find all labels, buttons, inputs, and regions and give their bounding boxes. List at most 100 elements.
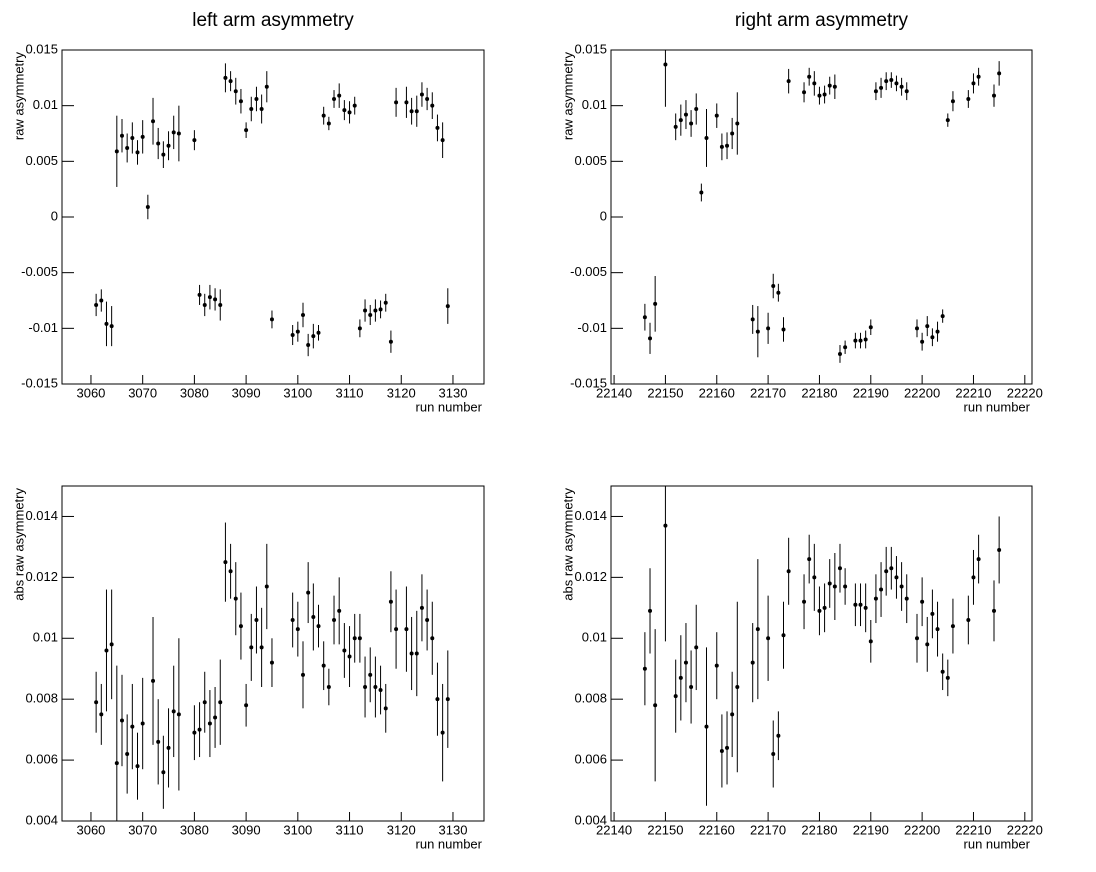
data-point	[445, 304, 450, 309]
data-point	[264, 84, 269, 89]
data-point	[653, 703, 658, 708]
data-point	[125, 752, 130, 756]
data-point	[704, 724, 709, 729]
data-point	[992, 608, 997, 613]
data-point	[945, 675, 950, 680]
x-tick-label: 22180	[801, 385, 837, 400]
data-point	[884, 79, 889, 84]
x-tick-label: 22140	[596, 385, 632, 400]
data-point	[750, 660, 755, 665]
data-point	[259, 107, 264, 112]
data-point	[254, 96, 259, 101]
data-point	[430, 636, 435, 641]
data-point	[383, 706, 388, 711]
x-tick-label: 22220	[1007, 385, 1043, 400]
plot-area	[642, 486, 1002, 806]
x-tick-label: 22150	[647, 385, 683, 400]
data-point	[435, 125, 440, 130]
x-axis-label: run number	[964, 836, 1031, 851]
data-point	[140, 134, 145, 139]
data-point	[218, 700, 223, 705]
x-tick-label: 3090	[232, 385, 261, 400]
data-point	[130, 724, 135, 729]
data-point	[269, 317, 274, 322]
data-point	[976, 557, 981, 562]
data-point	[807, 557, 812, 562]
data-point	[940, 314, 945, 319]
data-point	[114, 149, 119, 154]
data-point	[812, 575, 817, 580]
data-point	[884, 569, 889, 574]
data-point	[781, 327, 786, 332]
data-point	[997, 547, 1002, 552]
data-point	[342, 108, 347, 113]
y-tick-label: 0	[51, 208, 58, 223]
plot-area	[94, 522, 450, 821]
data-point	[166, 143, 171, 148]
data-point	[223, 560, 228, 565]
data-point	[300, 672, 305, 677]
data-point	[373, 685, 378, 689]
data-point	[207, 295, 212, 300]
data-point	[347, 654, 352, 659]
data-point	[714, 113, 719, 118]
chart-title: right arm asymmetry	[735, 10, 909, 31]
data-point	[879, 85, 884, 90]
data-point	[290, 618, 295, 622]
data-point	[663, 62, 668, 67]
y-tick-label: 0.01	[33, 97, 58, 112]
data-point	[730, 131, 735, 136]
data-point	[827, 581, 832, 586]
data-point	[837, 566, 842, 571]
x-axis-label: run number	[964, 399, 1031, 414]
data-point	[899, 584, 904, 589]
data-point	[213, 715, 218, 720]
y-axis-label: abs raw asymmetry	[11, 488, 26, 601]
data-point	[735, 685, 740, 689]
data-point	[125, 145, 130, 150]
data-point	[337, 608, 342, 613]
data-point	[894, 81, 899, 86]
data-point	[197, 292, 202, 297]
data-point	[445, 697, 450, 702]
y-tick-label: 0.01	[582, 630, 607, 645]
data-point	[781, 633, 786, 638]
data-point	[858, 602, 863, 607]
data-point	[802, 90, 807, 95]
data-point	[99, 298, 104, 303]
data-point	[233, 596, 238, 601]
data-point	[868, 639, 873, 644]
data-point	[945, 118, 950, 123]
data-point	[899, 84, 904, 89]
data-point	[269, 660, 274, 665]
data-point	[802, 599, 807, 604]
data-point	[755, 329, 760, 334]
x-tick-label: 22200	[904, 385, 940, 400]
y-tick-label: 0.012	[25, 569, 58, 584]
x-tick-label: 22150	[647, 822, 683, 837]
data-point	[725, 745, 730, 750]
data-point	[837, 351, 842, 356]
data-point	[316, 624, 321, 629]
y-tick-label: -0.01	[28, 320, 58, 335]
data-point	[409, 651, 414, 656]
data-point	[213, 297, 218, 302]
y-axis-label: raw asymmetry	[11, 52, 26, 141]
data-point	[332, 96, 337, 101]
y-tick-label: 0.004	[574, 812, 607, 827]
x-tick-label: 22170	[750, 822, 786, 837]
data-point	[378, 307, 383, 312]
data-point	[363, 685, 368, 689]
data-point	[151, 119, 156, 124]
y-tick-label: 0.01	[33, 630, 58, 645]
data-point	[817, 608, 822, 613]
data-point	[873, 89, 878, 94]
data-point	[192, 730, 197, 735]
data-point	[930, 611, 935, 616]
y-tick-label: -0.005	[570, 264, 607, 279]
data-point	[786, 79, 791, 84]
data-point	[678, 118, 683, 123]
x-tick-label: 3080	[180, 822, 209, 837]
y-tick-label: 0.005	[574, 153, 607, 168]
data-point	[202, 302, 207, 307]
